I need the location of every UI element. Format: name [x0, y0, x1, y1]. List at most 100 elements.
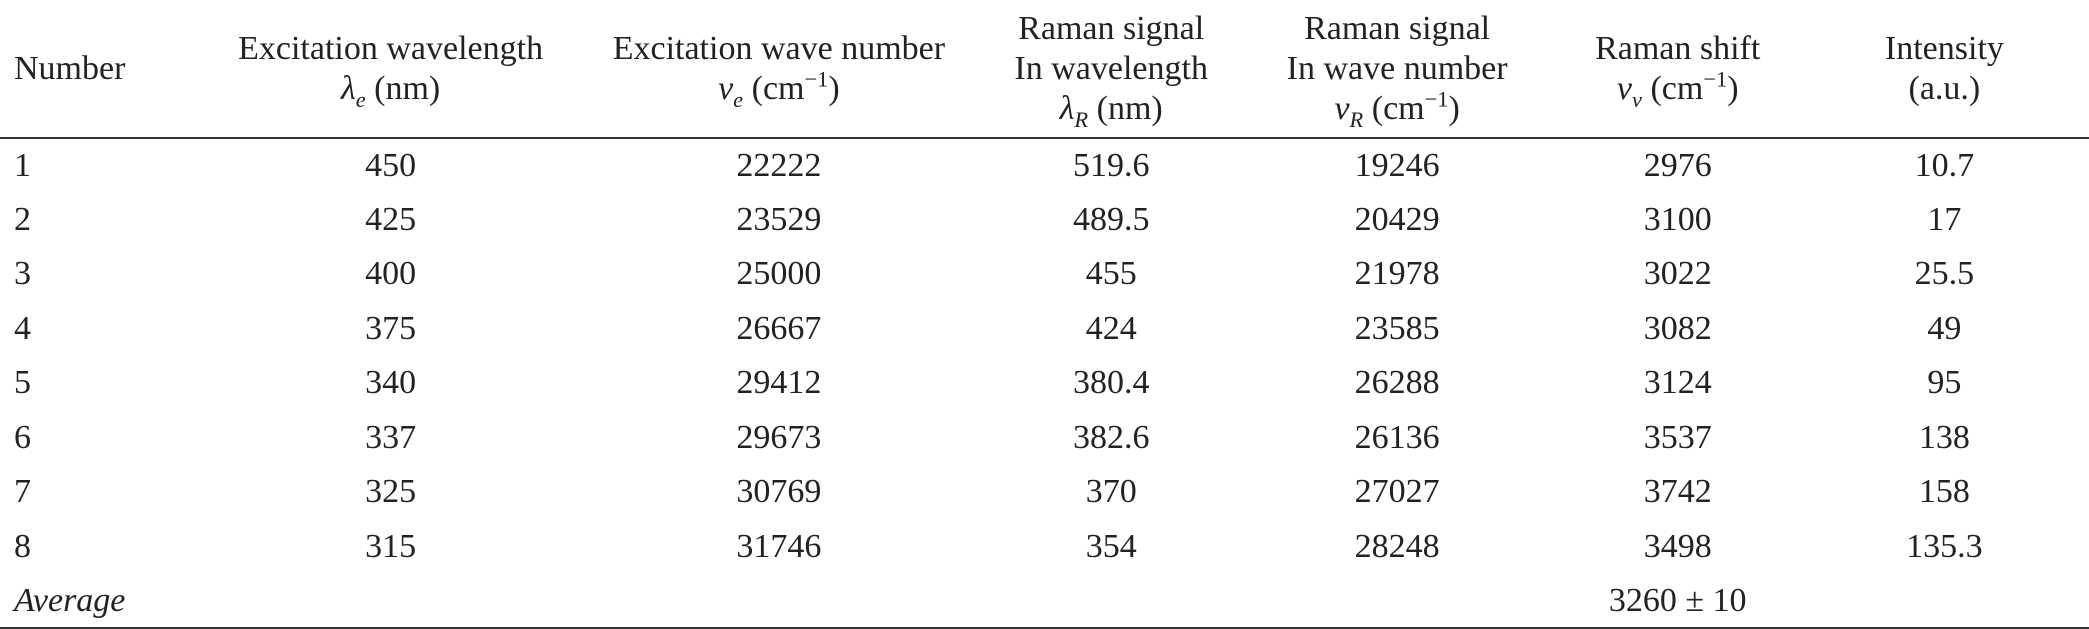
cell-raman-shift: 3498 [1643, 527, 1712, 565]
cell-excitation-wave-number: 29412 [736, 364, 822, 402]
cell-raman-wave-number: 27027 [1354, 473, 1440, 511]
symbol-subscript: R [1349, 106, 1364, 132]
cell-raman-wavelength: 424 [1085, 309, 1137, 347]
cell-excitation-wavelength: 425 [365, 200, 417, 238]
table-row: 2 425 23529 489.5 20429 3100 17 [0, 193, 2089, 248]
header-raman-wavelength-line1: Raman signal [1018, 9, 1205, 47]
unit-base: (cm [751, 69, 805, 107]
table-row: 5 340 29412 380.4 26288 3124 95 [0, 356, 2089, 411]
cell-excitation-wavelength: 400 [365, 255, 417, 293]
nu-symbol: ν [1616, 69, 1632, 107]
cell-excitation-wavelength: 340 [365, 364, 417, 402]
header-excitation-wave-number: Excitation wave number νe (cm−1) [584, 0, 974, 138]
cell-raman-shift: 3082 [1643, 309, 1712, 347]
cell-raman-shift: 3742 [1643, 473, 1712, 511]
header-raman-wave-number-unit-line: νR (cm−1) [1249, 86, 1546, 132]
cell-raman-shift: 3124 [1643, 364, 1712, 402]
cell-intensity: 135.3 [1906, 527, 1983, 565]
unit-text: (nm) [1096, 89, 1163, 127]
cell-excitation-wave-number: 26667 [736, 309, 822, 347]
cell-excitation-wave-number: 22222 [736, 146, 822, 184]
table-row: 3 400 25000 455 21978 3022 25.5 [0, 247, 2089, 302]
average-label: Average [14, 581, 126, 619]
header-excitation-wave-number-title: Excitation wave number [612, 29, 946, 67]
cell-excitation-wave-number: 30769 [736, 473, 822, 511]
table-row: 6 337 29673 382.6 26136 3537 138 [0, 411, 2089, 466]
cell-empty [974, 574, 1249, 628]
cell-raman-wave-number: 26288 [1354, 364, 1440, 402]
average-raman-shift: 3260 ± 10 [1608, 581, 1747, 619]
header-row: Number Excitation wavelength λe (nm) Exc… [0, 0, 2089, 138]
cell-excitation-wavelength: 337 [365, 418, 417, 456]
cell-number: 1 [14, 146, 31, 184]
cell-excitation-wave-number: 31746 [736, 527, 822, 565]
unit-exponent: −1 [1424, 86, 1449, 112]
table-body: 1 450 22222 519.6 19246 2976 10.7 2 425 … [0, 138, 2089, 628]
cell-intensity: 138 [1918, 418, 1970, 456]
header-raman-wavelength-line2: In wavelength [1014, 49, 1208, 87]
header-excitation-wave-number-unit-line: νe (cm−1) [584, 66, 974, 112]
cell-raman-shift: 3022 [1643, 255, 1712, 293]
cell-number: 4 [14, 309, 31, 347]
unit-close: ) [828, 69, 840, 107]
cell-raman-shift: 2976 [1643, 146, 1712, 184]
header-raman-shift: Raman shift νν (cm−1) [1546, 0, 1810, 138]
header-raman-signal-wave-number: Raman signal In wave number νR (cm−1) [1249, 0, 1546, 138]
table-row: 8 315 31746 354 28248 3498 135.3 [0, 520, 2089, 575]
header-raman-shift-unit-line: νν (cm−1) [1546, 67, 1810, 110]
cell-number: 2 [14, 200, 31, 238]
cell-number: 7 [14, 473, 31, 511]
cell-raman-shift: 3537 [1643, 418, 1712, 456]
cell-number: 3 [14, 255, 31, 293]
header-excitation-wavelength: Excitation wavelength λe (nm) [197, 0, 584, 138]
unit-base: (cm [1371, 89, 1425, 127]
cell-raman-wave-number: 26136 [1354, 418, 1440, 456]
unit-text: (nm) [374, 69, 441, 107]
cell-excitation-wavelength: 325 [365, 473, 417, 511]
cell-number: 6 [14, 418, 31, 456]
unit-close: ) [1448, 89, 1460, 127]
cell-raman-wavelength: 382.6 [1072, 418, 1150, 456]
unit-close: ) [1727, 69, 1739, 107]
cell-empty [1810, 574, 2089, 628]
header-raman-signal-wavelength: Raman signal In wavelength λR (nm) [974, 0, 1249, 138]
cell-number: 5 [14, 364, 31, 402]
unit-base: (cm [1650, 69, 1704, 107]
header-raman-wave-number-line2: In wave number [1286, 49, 1508, 87]
cell-excitation-wavelength: 375 [365, 309, 417, 347]
header-number: Number [0, 0, 197, 138]
cell-intensity: 95 [1927, 364, 1962, 402]
cell-empty [197, 574, 584, 628]
cell-excitation-wavelength: 450 [365, 146, 417, 184]
cell-intensity: 25.5 [1914, 255, 1975, 293]
table-header: Number Excitation wavelength λe (nm) Exc… [0, 0, 2089, 138]
header-number-label: Number [14, 49, 126, 87]
header-raman-wave-number-line1: Raman signal [1304, 9, 1491, 47]
cell-raman-wave-number: 28248 [1354, 527, 1440, 565]
table-row: 4 375 26667 424 23585 3082 49 [0, 302, 2089, 357]
symbol-subscript: e [733, 86, 744, 112]
symbol-subscript: R [1074, 106, 1089, 132]
cell-intensity: 49 [1927, 309, 1962, 347]
table-row: 1 450 22222 519.6 19246 2976 10.7 [0, 138, 2089, 193]
symbol-subscript: e [355, 86, 366, 112]
cell-excitation-wave-number: 25000 [736, 255, 822, 293]
cell-raman-wave-number: 21978 [1354, 255, 1440, 293]
unit-exponent: −1 [804, 66, 829, 92]
cell-raman-wavelength: 370 [1085, 473, 1137, 511]
cell-empty [584, 574, 974, 628]
cell-raman-wavelength: 380.4 [1072, 364, 1150, 402]
header-raman-wavelength-unit-line: λR (nm) [974, 89, 1249, 132]
cell-raman-wavelength: 455 [1085, 255, 1137, 293]
cell-empty [1249, 574, 1546, 628]
lambda-symbol: λ [1059, 89, 1075, 127]
cell-number: 8 [14, 527, 31, 565]
cell-raman-shift: 3100 [1643, 200, 1712, 238]
average-row: Average 3260 ± 10 [0, 574, 2089, 628]
header-intensity: Intensity (a.u.) [1810, 0, 2089, 138]
header-intensity-unit: (a.u.) [1908, 69, 1981, 107]
header-raman-shift-title: Raman shift [1595, 29, 1761, 67]
cell-intensity: 10.7 [1914, 146, 1975, 184]
